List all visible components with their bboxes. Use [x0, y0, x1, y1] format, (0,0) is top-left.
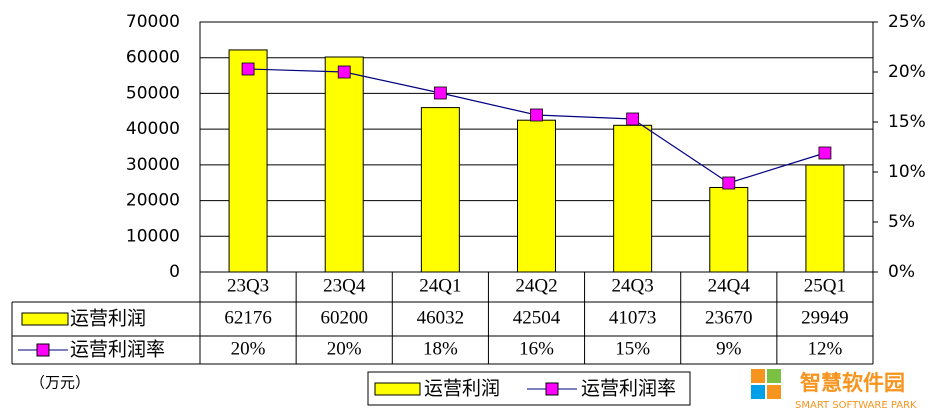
table-value: 18%	[423, 338, 458, 359]
y-tick-label: 60000	[126, 48, 180, 68]
y2-tick-label: 15%	[888, 112, 926, 132]
y-tick-label: 50000	[126, 83, 180, 103]
x-tick-label: 24Q1	[419, 275, 461, 296]
y2-tick-label: 0%	[888, 262, 915, 282]
y2-tick-label: 20%	[888, 62, 926, 82]
table-row-label: 运营利润率	[70, 339, 165, 361]
bar	[613, 124, 653, 273]
bar	[709, 186, 749, 273]
table-key	[21, 312, 69, 326]
table-value: 16%	[519, 338, 554, 359]
logo-block	[767, 385, 781, 399]
table-value: 23670	[705, 307, 753, 328]
y-tick-label: 30000	[126, 155, 180, 175]
table-key	[36, 343, 50, 357]
y2-tick-label: 25%	[888, 12, 926, 32]
logo-block	[751, 369, 765, 383]
table-value: 12%	[808, 338, 843, 359]
marker	[337, 65, 351, 79]
x-tick-label: 25Q1	[804, 275, 846, 296]
bar	[228, 49, 268, 273]
bar	[517, 119, 556, 273]
marker	[530, 108, 543, 122]
table-value: 60200	[320, 307, 368, 328]
marker	[241, 62, 255, 76]
table-value: 15%	[615, 338, 650, 359]
marker	[818, 146, 832, 160]
table-row-label: 运营利润	[70, 308, 146, 330]
x-tick-label: 23Q4	[323, 275, 366, 296]
table-value: 9%	[716, 338, 742, 359]
table-value: 29949	[801, 307, 849, 328]
legend-label: 运营利润率	[581, 378, 676, 400]
watermark-subtitle: SMART SOFTWARE PARK	[795, 400, 917, 411]
y-tick-label: 40000	[126, 119, 180, 139]
logo-block	[767, 369, 781, 383]
watermark: 智慧软件园 SMART SOFTWARE PARK	[751, 369, 917, 411]
table-value: 46032	[417, 307, 465, 328]
bar	[805, 164, 845, 273]
unit-label: （万元）	[30, 374, 90, 392]
y-tick-label: 70000	[126, 12, 180, 32]
y2-tick-label: 5%	[888, 212, 915, 232]
y-tick-label: 10000	[126, 226, 180, 246]
marker	[433, 86, 447, 100]
table-value: 41073	[609, 307, 657, 328]
bar	[420, 107, 460, 273]
x-tick-label: 24Q4	[708, 275, 751, 296]
table-value: 20%	[231, 338, 266, 359]
legend-label: 运营利润	[424, 378, 500, 400]
table-value: 20%	[327, 338, 362, 359]
bar	[324, 56, 364, 273]
table-value: 62176	[224, 307, 272, 328]
y2-tick-label: 10%	[888, 162, 926, 182]
x-tick-label: 23Q3	[227, 275, 269, 296]
legend-key	[374, 382, 421, 396]
x-tick-label: 24Q3	[612, 275, 654, 296]
logo-block	[751, 385, 765, 399]
watermark-title: 智慧软件园	[800, 371, 905, 395]
legend-key	[545, 382, 559, 396]
y-tick-label: 0	[169, 262, 180, 282]
y-tick-label: 20000	[126, 191, 180, 211]
marker	[626, 112, 640, 126]
table-value: 42504	[513, 307, 561, 328]
marker	[722, 176, 736, 190]
x-tick-label: 24Q2	[515, 275, 557, 296]
